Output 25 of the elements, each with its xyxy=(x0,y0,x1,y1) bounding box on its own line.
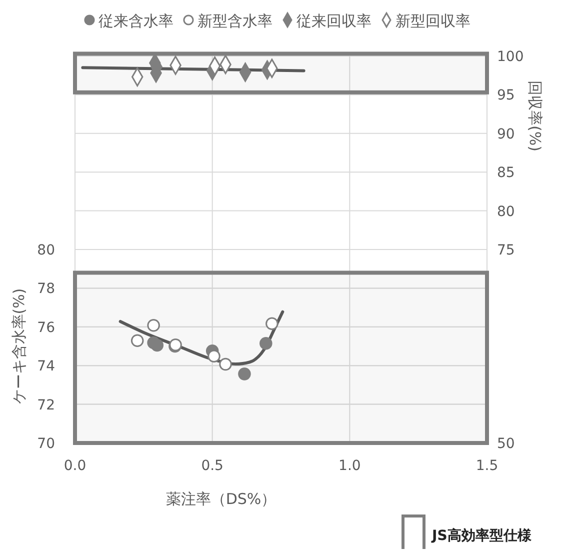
y2-tick-label: 75 xyxy=(497,242,515,258)
x-tick-label: 1.0 xyxy=(338,458,361,474)
text: JS高効率型仕様 xyxy=(431,527,532,544)
y-tick-label: 70 xyxy=(37,436,55,452)
legend-label: 新型回収率 xyxy=(396,12,470,30)
y-tick-label: 78 xyxy=(37,281,55,298)
y-tick-label: 74 xyxy=(37,358,56,375)
y2-tick-label: 90 xyxy=(497,126,515,142)
y2-tick-label: 95 xyxy=(497,88,515,104)
legend-label: 従来含水率 xyxy=(98,12,174,30)
legend-label: 新型含水率 xyxy=(198,12,272,30)
y2-tick-label: 80 xyxy=(497,204,515,220)
x-tick-label: 1.5 xyxy=(476,458,498,474)
x-tick-label: 0.5 xyxy=(201,458,224,474)
y2-axis-title: 回収率(%) xyxy=(526,80,544,152)
y2-tick-label: 100 xyxy=(497,49,524,65)
x-tick-label: 0.0 xyxy=(64,458,86,474)
y-axis-title: ケーキ含水率(%) xyxy=(10,288,28,404)
y2-tick-label: 50 xyxy=(497,436,515,452)
x-axis-title: 薬注率（DS%） xyxy=(166,490,276,508)
y2-tick-label: 85 xyxy=(497,165,515,182)
y-tick-label: 72 xyxy=(37,397,55,414)
y-tick-label: 76 xyxy=(37,320,56,336)
y-tick-label: 80 xyxy=(37,242,55,258)
legend-label: 従来回収率 xyxy=(296,12,372,30)
